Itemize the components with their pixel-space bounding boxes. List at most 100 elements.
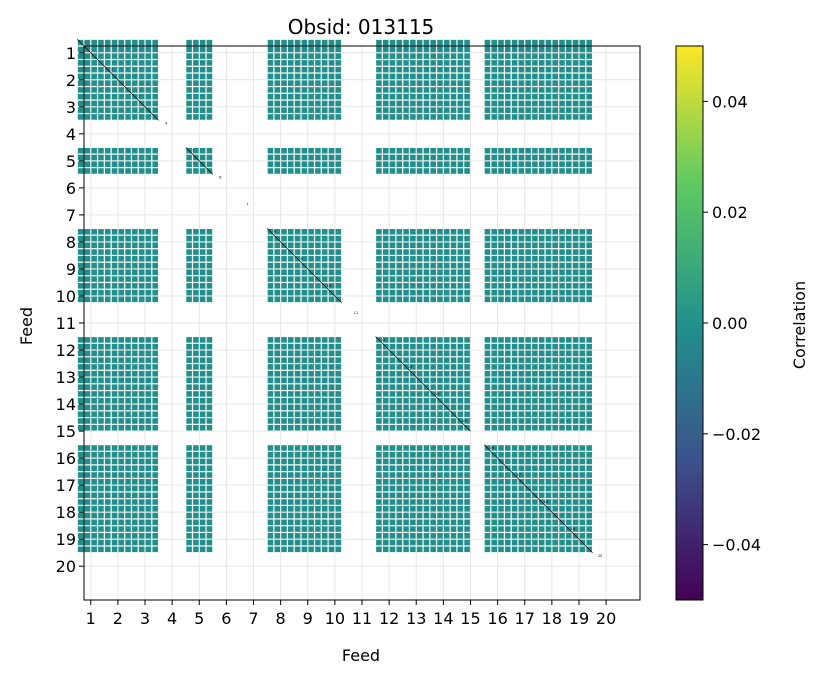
colorbar-label: Correlation: [790, 281, 809, 369]
heatmap-cell: [403, 256, 409, 262]
heatmap-cell: [552, 478, 559, 485]
heatmap-cell: [294, 377, 301, 384]
heatmap-cell: [504, 93, 511, 100]
heatmap-cell: [152, 46, 158, 53]
heatmap-cell: [586, 289, 592, 296]
heatmap-cell: [335, 269, 342, 276]
heatmap-cell: [464, 296, 470, 303]
heatmap-cell: [437, 533, 443, 539]
heatmap-cell: [376, 283, 382, 289]
heatmap-cell: [484, 377, 491, 384]
heatmap-cell: [138, 499, 145, 505]
heatmap-cell: [382, 87, 389, 93]
heatmap-cell: [294, 411, 301, 417]
heatmap-cell: [288, 66, 294, 73]
heatmap-cell: [430, 370, 436, 377]
heatmap-cell: [152, 465, 158, 472]
heatmap-cell: [91, 451, 97, 458]
heatmap-cell: [518, 161, 525, 168]
heatmap-cell: [484, 154, 491, 161]
heatmap-cell: [437, 458, 443, 465]
heatmap-cell: [579, 377, 586, 384]
heatmap-cell: [552, 296, 559, 303]
heatmap-cell: [315, 39, 321, 46]
heatmap-cell: [118, 478, 125, 485]
diagonal-feed-label: 10: [327, 284, 331, 288]
heatmap-cell: [518, 229, 525, 235]
heatmap-cell: [566, 397, 572, 404]
heatmap-cell: [77, 546, 84, 553]
heatmap-cell: [321, 404, 328, 411]
heatmap-cell: [389, 249, 396, 255]
heatmap-cell: [511, 411, 518, 417]
heatmap-cell: [125, 370, 131, 377]
heatmap-cell: [410, 458, 416, 465]
heatmap-cell: [301, 377, 308, 384]
heatmap-cell: [274, 283, 281, 289]
heatmap-cell: [186, 499, 192, 505]
heatmap-cell: [335, 485, 342, 492]
heatmap-cell: [389, 168, 396, 174]
heatmap-cell: [328, 53, 335, 59]
heatmap-cell: [545, 384, 552, 390]
heatmap-cell: [301, 539, 308, 546]
heatmap-cell: [118, 60, 125, 66]
heatmap-cell: [335, 492, 342, 499]
heatmap-cell: [186, 66, 192, 73]
heatmap-cell: [511, 526, 518, 532]
heatmap-cell: [566, 262, 572, 269]
heatmap-cell: [111, 154, 118, 161]
heatmap-cell: [281, 161, 287, 168]
heatmap-cell: [443, 87, 450, 93]
heatmap-cell: [430, 161, 436, 168]
heatmap-cell: [559, 100, 565, 107]
heatmap-cell: [382, 168, 389, 174]
heatmap-cell: [416, 364, 423, 370]
heatmap-cell: [84, 60, 91, 66]
heatmap-cell: [91, 161, 97, 168]
heatmap-cell: [443, 256, 450, 262]
heatmap-cell: [416, 114, 423, 120]
heatmap-cell: [559, 235, 565, 242]
heatmap-cell: [538, 73, 545, 80]
heatmap-cell: [518, 492, 525, 499]
heatmap-cell: [294, 539, 301, 546]
heatmap-cell: [396, 397, 403, 404]
heatmap-cell: [77, 451, 84, 458]
x-tick-label: 14: [433, 609, 453, 628]
heatmap-cell: [288, 39, 294, 46]
heatmap-cell: [91, 411, 97, 417]
heatmap-cell: [498, 499, 504, 505]
heatmap-cell: [152, 424, 158, 431]
heatmap-cell: [118, 269, 125, 276]
heatmap-cell: [104, 391, 111, 397]
y-tick-label: 16: [56, 449, 76, 468]
heatmap-cell: [193, 80, 199, 86]
heatmap-cell: [206, 242, 213, 249]
heatmap-cell: [579, 370, 586, 377]
heatmap-cell: [138, 107, 145, 113]
heatmap-cell: [410, 397, 416, 404]
heatmap-cell: [430, 80, 436, 86]
heatmap-cell: [274, 147, 281, 154]
heatmap-cell: [152, 154, 158, 161]
heatmap-cell: [98, 100, 104, 107]
heatmap-cell: [382, 39, 389, 46]
heatmap-cell: [532, 418, 538, 424]
heatmap-cell: [308, 289, 314, 296]
heatmap-cell: [328, 424, 335, 431]
heatmap-cell: [579, 242, 586, 249]
heatmap-cell: [511, 370, 518, 377]
heatmap-cell: [206, 526, 213, 532]
heatmap-cell: [199, 499, 206, 505]
heatmap-cell: [315, 87, 321, 93]
heatmap-cell: [98, 397, 104, 404]
heatmap-cell: [538, 283, 545, 289]
heatmap-cell: [498, 472, 504, 478]
y-tick-label: 19: [56, 530, 76, 549]
heatmap-cell: [206, 256, 213, 262]
heatmap-cell: [206, 546, 213, 553]
heatmap-cell: [288, 492, 294, 499]
heatmap-cell: [566, 512, 572, 519]
heatmap-cell: [294, 87, 301, 93]
